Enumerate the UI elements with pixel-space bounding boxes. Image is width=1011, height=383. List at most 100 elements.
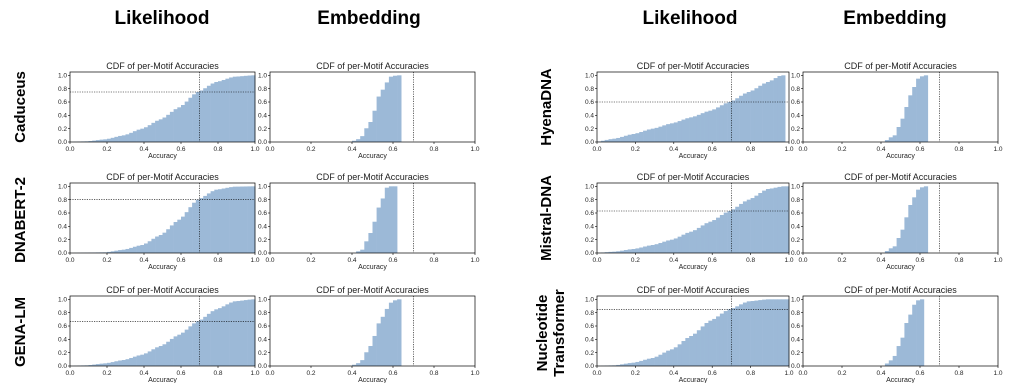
bar [136,245,141,253]
chart-nt-likelihood: CDF of per-Motif Accuracies 0.0 0.2 0.4 0.6 0… [585,285,794,383]
x-tick-label: 0.6 [388,370,397,377]
bar [612,251,617,253]
bar [195,321,200,366]
bar [184,212,189,253]
bar [195,92,200,142]
bar [388,76,394,142]
x-tick-label: 1.0 [993,146,1002,153]
bar [199,319,204,366]
bar [203,88,208,142]
x-tick-label: 0.0 [65,370,74,377]
y-tick-label: 0.4 [791,113,800,120]
bar [704,323,709,366]
x-tick-label: 1.0 [784,257,793,264]
axes-frame [596,71,790,143]
bar [99,363,104,366]
column-title-likelihood-left: Likelihood [115,8,210,29]
bar [188,326,193,366]
y-tick-label: 0.2 [585,237,594,244]
bar [920,187,925,253]
x-tick-label: 0.8 [954,370,963,377]
x-tick-label: 0.4 [347,370,356,377]
bar [140,354,145,366]
y-tick-label: 0.4 [258,224,267,231]
bar [221,79,226,142]
bar [758,85,763,142]
bar [206,85,211,142]
bar [662,241,667,253]
bar [884,251,890,253]
bar [95,364,100,366]
bar [166,229,171,253]
x-axis-label: Accuracy [358,377,387,383]
bar [750,198,755,253]
bar [735,98,740,142]
y-tick-label: 0.4 [791,337,800,344]
bar [708,221,713,253]
bar [604,252,609,253]
y-tick-label: 0.8 [585,86,594,93]
row-label-hyenadna: HyenaDNA [538,68,555,146]
bar [158,119,163,142]
y-tick-label: 1.0 [58,184,67,191]
column-title-embedding-left: Embedding [317,8,420,29]
panel-title: CDF of per-Motif Accuracies [844,172,957,182]
y-tick-label: 1.0 [791,297,800,304]
bar [247,75,252,142]
bar [155,347,160,366]
bar [240,300,245,366]
bar [210,83,215,142]
y-tick-label: 0.4 [58,224,67,231]
bar [892,355,897,366]
panel-title: CDF of per-Motif Accuracies [316,61,429,71]
bar [88,141,93,142]
bar [742,93,748,142]
bar [758,300,763,366]
x-tick-label: 0.8 [213,370,222,377]
y-tick-label: 0.6 [258,210,267,217]
bar [144,353,148,366]
bar [916,78,921,142]
bar [765,189,771,253]
bar [604,139,609,142]
bar [716,107,721,142]
bar [243,186,248,253]
bar [144,243,148,253]
bar [140,128,145,142]
bar [121,249,126,253]
bar [210,311,215,366]
x-tick-label: 0.0 [798,257,807,264]
bar [723,103,728,142]
bar [689,117,694,142]
chart-dnabert2-likelihood: CDF of per-Motif Accuracies 0.0 0.2 0.4 0.6 0… [58,172,260,271]
y-tick-label: 1.0 [585,297,594,304]
bar [689,336,694,366]
bar [723,311,728,366]
bar [225,78,230,142]
bar [700,113,705,142]
bar [650,245,655,253]
bar [121,135,126,142]
bar [352,140,357,142]
y-tick-label: 0.2 [585,126,594,133]
y-tick-label: 1.0 [58,297,67,304]
x-tick-label: 1.0 [250,146,259,153]
bar [107,138,111,142]
bar [225,187,230,253]
y-tick-label: 0.0 [585,250,594,257]
bar [118,135,123,142]
bar [110,137,115,142]
bar [750,301,755,366]
bar [739,304,744,366]
bar [723,212,728,253]
bar [169,225,174,253]
bar [155,236,160,253]
bar [372,221,377,253]
bar [643,130,648,142]
bar [92,140,97,142]
y-tick-label: 0.6 [585,210,594,217]
bar [360,136,365,142]
bar [132,131,137,142]
x-tick-label: 1.0 [993,257,1002,264]
bar [884,363,890,366]
